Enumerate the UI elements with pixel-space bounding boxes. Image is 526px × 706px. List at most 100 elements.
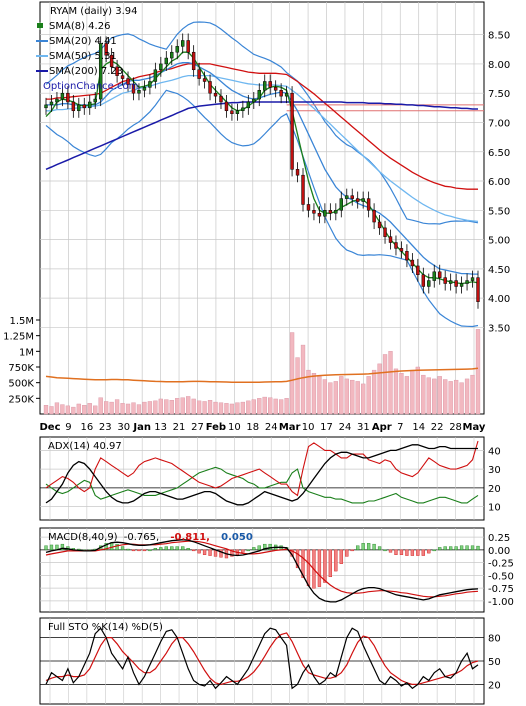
macd-histogram-bar (317, 549, 322, 587)
candle-body (328, 210, 333, 214)
x-tick-label: 24 (339, 422, 352, 433)
macd-histogram-bar (410, 549, 415, 556)
macd-label-group: MACD(8,40,9) -0.765, -0.811, 0.050 (48, 532, 253, 543)
volume-bar (448, 381, 453, 415)
candle-body (153, 69, 158, 82)
candle-body (454, 280, 458, 287)
volume-bar (120, 403, 125, 415)
macd-histogram-bar (339, 549, 343, 564)
volume-bar (300, 344, 306, 415)
volume-bar (382, 354, 388, 415)
candle-body (159, 63, 163, 71)
macd-histogram-bar (49, 544, 54, 551)
candle-body (372, 210, 376, 223)
x-axis-labels: Dec 9 16 23 30 Jan 13 21 27 Feb 10 18 24 Mar 10 17 24 31 A… (39, 422, 485, 433)
volume-bar (339, 376, 344, 415)
sma20-line (46, 62, 478, 275)
macd-histogram-bar (181, 546, 185, 551)
macd-histogram-bar (372, 543, 376, 551)
macd-histogram-bar (170, 546, 174, 551)
x-tick-label: 24 (265, 422, 278, 433)
macd-histogram-bar (263, 543, 267, 551)
macd-tick-label: -0.50 (488, 571, 514, 582)
ticker-title: RYAM (daily) 3.94 (50, 6, 138, 17)
candle-body (312, 210, 316, 214)
volume-bar (344, 378, 349, 415)
volume-bar (98, 397, 103, 415)
x-tick-label: 18 (246, 422, 259, 433)
volume-bar (322, 379, 328, 415)
price-tick-label: 8.00 (488, 60, 510, 71)
volume-bar (377, 363, 382, 415)
candle-body (405, 251, 409, 261)
macd-histogram-bar (142, 549, 147, 552)
x-tick-label: Apr (372, 422, 392, 433)
stoch-label: Full STO %K(14) %D(5) (48, 622, 163, 633)
candle-body (197, 69, 201, 79)
macd-histogram-bar (295, 549, 300, 569)
macd-histogram-bar (334, 549, 338, 572)
stoch-tick-label: 20 (488, 680, 501, 691)
candle-body (399, 248, 404, 252)
x-tick-label: 31 (357, 422, 370, 433)
candle-body (98, 43, 103, 100)
x-tick-label: 21 (173, 422, 186, 433)
volume-bar (289, 332, 295, 415)
candle-body (443, 277, 447, 284)
macd-histogram-bar (197, 549, 201, 554)
x-tick-label: 7 (397, 422, 403, 433)
macd-tick-label: 0.25 (488, 533, 510, 544)
candle-body (317, 212, 322, 217)
macd-histogram-bar (148, 549, 152, 552)
macd-histogram-bar (350, 549, 354, 552)
x-tick-label: 10 (228, 422, 241, 433)
volume-bars (43, 329, 481, 415)
macd-histogram-bar (454, 546, 458, 551)
macd-histogram-bar (175, 546, 179, 551)
volume-bar (350, 379, 355, 415)
volume-bar (202, 401, 207, 415)
candle-body (345, 195, 349, 199)
volume-tick-label: 250K (8, 394, 34, 405)
macd-histogram-bar (366, 543, 371, 551)
macd-signal-line (45, 540, 479, 598)
macd-histogram-bar (306, 549, 311, 586)
volume-tick-label: 1.25M (3, 332, 34, 343)
macd-histogram-bar (443, 546, 447, 551)
volume-bar (207, 400, 213, 415)
adx-tick-label: 20 (488, 484, 501, 495)
volume-bar (114, 399, 120, 415)
volume-bar (443, 379, 448, 415)
macd-histogram-bar (356, 545, 360, 551)
candle-body (202, 78, 207, 82)
candle-body (235, 110, 240, 114)
macd-histogram-bar (432, 549, 436, 552)
volume-bar (453, 379, 459, 415)
candle-body (470, 277, 475, 281)
macd-histogram-bar (186, 548, 190, 551)
stoch-d-line (45, 632, 479, 686)
macd-histogram-bar (345, 549, 349, 557)
candle-body (448, 280, 453, 284)
candle-body (257, 90, 261, 100)
macd-histogram-bar (120, 546, 125, 551)
volume-average-line (45, 367, 479, 384)
volume-bar (191, 398, 196, 415)
legend-label-sma20: SMA(20) 4.41 (49, 36, 117, 47)
candle-body (334, 210, 338, 214)
candle-body (377, 221, 382, 229)
x-tick-label: 9 (65, 422, 71, 433)
adx-label: ADX(14) 40.97 (48, 441, 122, 452)
x-tick-label: 10 (302, 422, 315, 433)
candle-body (142, 87, 147, 91)
x-tick-label: Mar (279, 422, 301, 433)
candle-body (241, 107, 245, 112)
sma50-line (46, 74, 479, 223)
volume-bar (262, 396, 267, 415)
stoch-tick-label: 80 (488, 634, 501, 645)
candle-body (164, 57, 169, 65)
volume-bar (295, 357, 300, 415)
red-moving-average-line (46, 63, 478, 190)
macd-histogram-bar (246, 549, 250, 552)
macd-histogram-bar (405, 549, 409, 556)
